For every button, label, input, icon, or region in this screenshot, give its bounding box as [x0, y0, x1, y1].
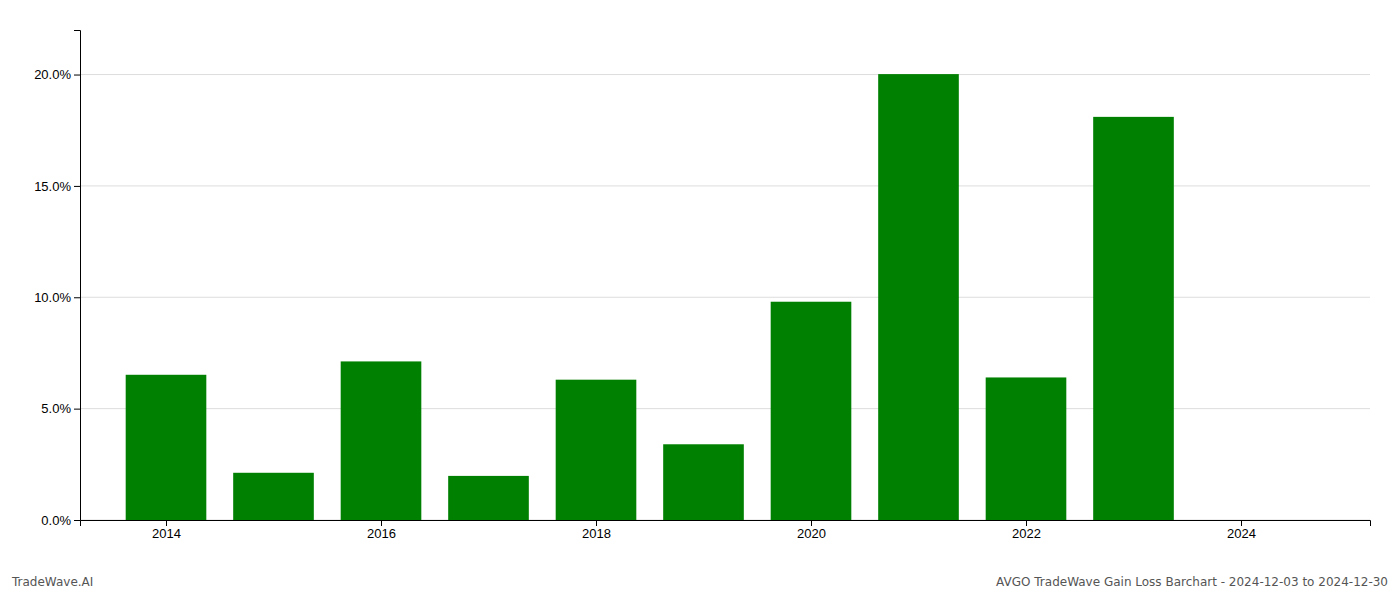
bar: [341, 361, 422, 520]
y-axis: 0.0% 5.0% 10.0% 15.0% 20.0%: [34, 31, 80, 528]
tick: 2016: [367, 520, 396, 541]
bars: [126, 74, 1174, 520]
tick-label: 2014: [152, 526, 181, 541]
tick-label: 2022: [1012, 526, 1041, 541]
bar: [878, 74, 959, 520]
bar: [663, 444, 744, 520]
annotation: AVGO TradeWave Gain Loss Barchart - 2024…: [996, 575, 1388, 589]
tick: 2020: [797, 520, 826, 541]
tick: 5.0%: [41, 401, 80, 416]
tick: 2024: [1227, 520, 1256, 541]
tick-label: 2024: [1227, 526, 1256, 541]
grid-line: [80, 408, 1370, 409]
tick-mark: [596, 520, 597, 526]
plot-area: 2014 2016 2018 2020 2022 2024 0.0% 5.0% 10.0% 15.…: [34, 31, 1370, 542]
bar: [1093, 117, 1174, 520]
tick-mark: [74, 75, 80, 76]
axis-line: [81, 521, 1371, 527]
tick-label: 20.0%: [34, 67, 71, 82]
axis-line: [74, 31, 81, 521]
tick-mark: [811, 520, 812, 526]
tick-mark: [74, 409, 80, 410]
tick-label: 5.0%: [41, 401, 71, 416]
tick: 2014: [152, 520, 181, 541]
tick: 0.0%: [41, 513, 80, 528]
tick-mark: [166, 520, 167, 526]
tick-label: 2018: [582, 526, 611, 541]
tick-label: 2020: [797, 526, 826, 541]
tick-mark: [74, 297, 80, 298]
tick: 15.0%: [34, 179, 80, 194]
bar: [771, 302, 852, 520]
tick-label: 2016: [367, 526, 396, 541]
grid-line: [80, 74, 1370, 75]
annotation: TradeWave.AI: [11, 575, 93, 589]
bar: [556, 380, 637, 520]
grid: [80, 75, 1370, 520]
tick-mark: [1026, 520, 1027, 526]
bar: [126, 375, 207, 520]
x-axis: 2014 2016 2018 2020 2022 2024: [81, 520, 1371, 541]
tick: 2022: [1012, 520, 1041, 541]
tick: 20.0%: [34, 67, 80, 82]
chart: 2014 2016 2018 2020 2022 2024 0.0% 5.0% 10.0% 15.…: [0, 0, 1400, 600]
bar: [448, 476, 529, 520]
tick-label: 10.0%: [34, 290, 71, 305]
tick-mark: [381, 520, 382, 526]
tick-label: 15.0%: [34, 179, 71, 194]
tick: 10.0%: [34, 290, 80, 305]
bar: [1201, 520, 1282, 521]
tick-label: 0.0%: [41, 513, 71, 528]
tick-mark: [1241, 520, 1242, 526]
tick: 2018: [582, 520, 611, 541]
tick-mark: [74, 520, 80, 521]
footer: TradeWave.AI AVGO TradeWave Gain Loss Bar…: [11, 575, 1388, 589]
grid-line: [80, 185, 1370, 186]
grid-line: [80, 297, 1370, 298]
bar: [986, 377, 1067, 520]
tick-mark: [74, 186, 80, 187]
bar: [233, 473, 314, 520]
